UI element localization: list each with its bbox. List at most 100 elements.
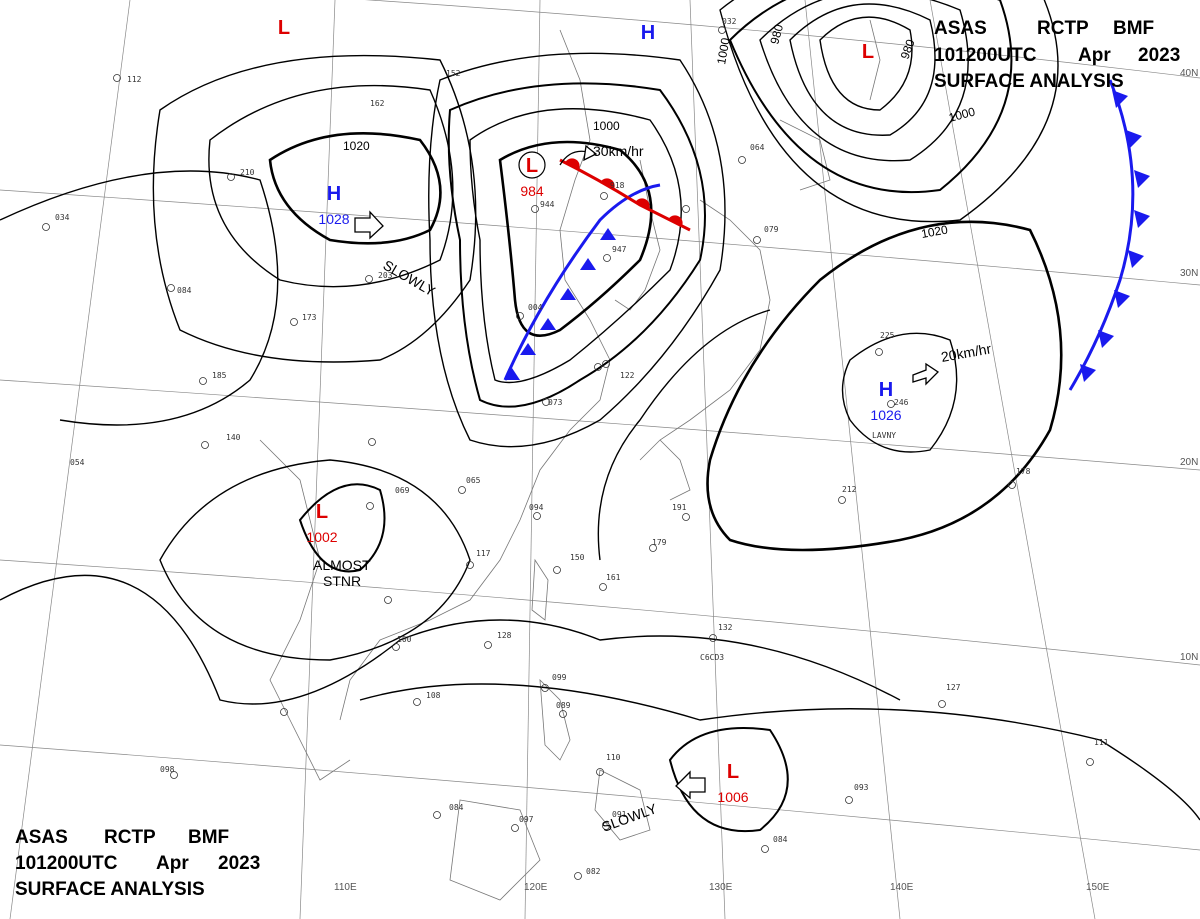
longitude-label: 140E [890,882,914,893]
coastlines [259,19,881,901]
title-bottom-year: 2023 [218,853,260,874]
parallel-0n [0,744,1200,851]
station-value: 100 [397,635,412,644]
isobar-1004-low [428,52,726,448]
isobar-1004-north-low [719,0,1059,223]
title-top-code-1: ASAS [934,18,987,39]
station-value: 079 [764,225,779,234]
isobar-labels: 1020 1000 980 980 1000 1000 1020 [343,22,977,240]
station-value: 944 [540,200,555,209]
station-value: 212 [842,485,857,494]
indochina [259,439,351,781]
station-value: 210 [240,168,255,177]
title-bottom-code-2: RCTP [104,827,156,848]
station-value: 099 [552,673,567,682]
motion-label: ALMOST [313,557,371,573]
isobar-label: 1000 [593,119,620,133]
isobar-984-north-low [789,3,936,136]
isobars [0,0,1200,833]
station-value: 111 [1094,738,1109,747]
isobar-1000-low [447,82,706,408]
cold-front-barb [1128,250,1144,268]
center-pressure-value: 1006 [717,789,748,805]
warm-front-bump [668,215,683,226]
station-value: 064 [750,143,765,152]
latitude-label: 40N [1180,68,1198,79]
title-top-code-3: BMF [1113,18,1154,39]
station-value: 004 [528,303,543,312]
kyushu [659,439,691,501]
station-value: 203 [378,271,393,280]
longitude-label: 130E [709,882,733,893]
isobar-1006-se [668,727,789,833]
warm-front-bump [565,158,580,169]
station-value: 065 [466,476,481,485]
luzon [539,678,571,761]
cold-front-east-line [1068,79,1135,391]
center-pressure-value: 1002 [306,529,337,545]
cold-front-barb [1112,90,1128,108]
cold-front-barb [1080,364,1096,382]
station-value: 127 [946,683,961,692]
latitude-label: 30N [1180,268,1198,279]
motion-label: SLOWLY [600,800,660,835]
isobar-1012-sw [298,483,386,573]
title-bottom-code-1: ASAS [15,827,68,848]
center-pressure-value: 1028 [318,211,349,227]
arrow-slowly-high [354,210,384,240]
cold-front-barb [580,258,596,270]
longitude-label: 110E [334,882,357,893]
cold-front-barb [520,343,536,355]
taiwan [531,558,549,621]
station-value: C6CD3 [700,653,724,662]
station-value: 098 [160,765,175,774]
center-letter: L [278,17,290,39]
station-labels: 152 162 112 210 185 140 054 069 065 094 117 150 128 0… [55,17,1109,876]
station-value: 094 [529,503,544,512]
isobar-1000-north-low [728,0,1013,194]
title-block-bottom-left: ASAS RCTP BMF 101200UTC Apr 2023 SURFACE… [15,827,260,900]
center-pressure-value: 1026 [870,407,901,423]
isobar-label: 980 [767,22,786,45]
meridian-110e [299,0,336,919]
isobar-1024-high [208,84,454,288]
isobar-1016-outer [0,170,279,426]
station-value: 173 [302,313,317,322]
station-value: 034 [55,213,70,222]
title-top-code-2: RCTP [1037,18,1089,39]
sakhalin [869,19,881,101]
isobar-996-low [469,108,682,384]
station-value: 161 [606,573,621,582]
cold-front-barb [1134,210,1150,228]
warm-front-bump [635,198,650,209]
cold-front-main [503,183,661,381]
isobar-1020-outer [152,54,477,363]
title-top-analysis: SURFACE ANALYSIS [934,71,1124,92]
station-value: 179 [652,538,667,547]
station-value: 225 [880,331,895,340]
borneo [449,799,541,901]
station-value: 132 [718,623,733,632]
mindanao [594,769,651,841]
isobar-label: 1000 [714,36,732,65]
cold-front-barb [1098,330,1114,348]
center-letter: H [641,22,655,44]
isobar-980-north-low [819,16,913,111]
station-value: 069 [395,486,410,495]
pressure-centers: L L H H 1028 L 984 H 1026 L 1002 L 1006 [278,17,902,805]
title-bottom-analysis: SURFACE ANALYSIS [15,879,205,900]
meridian-100e [9,0,131,919]
center-letter: L [862,41,874,63]
station-value: 150 [570,553,585,562]
japan-coast [639,199,771,461]
station-value: 084 [449,803,464,812]
cold-front-barb [560,288,576,300]
low-pressure-center: L 1002 [306,501,337,545]
cold-front-barb [540,318,556,330]
station-value: 117 [476,549,491,558]
station-markers [42,26,1094,880]
station-value: 089 [556,701,571,710]
title-top-month: Apr [1078,45,1111,66]
